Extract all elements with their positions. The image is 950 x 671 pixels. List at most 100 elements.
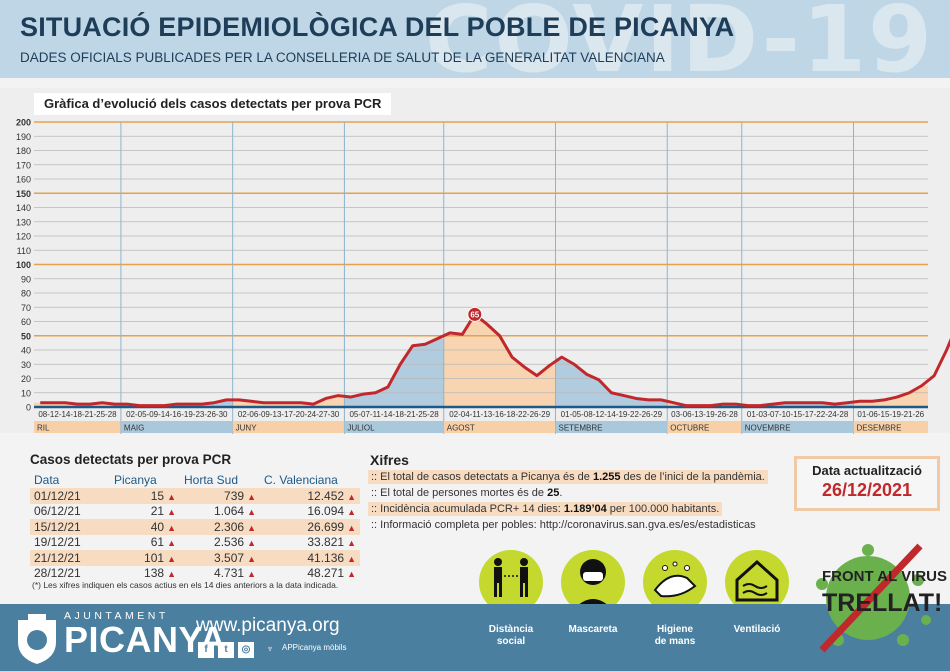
header-banner: [0, 0, 950, 78]
month-label: NOVEMBRE: [745, 424, 791, 433]
campaign-line-1: FRONT AL VIRUS: [822, 568, 948, 585]
table-row: 06/12/21 21 ▲ 1.064 ▲ 16.094 ▲: [30, 504, 360, 520]
ventilation-icon: [725, 550, 789, 614]
update-date: 26/12/2021: [821, 480, 913, 500]
update-label: Data actualització: [812, 463, 922, 478]
cell-date: 01/12/21: [30, 488, 110, 504]
update-date-box: Data actualització 26/12/2021: [794, 456, 940, 511]
chart-title: Gràfica d’evolució dels casos detectats …: [34, 93, 392, 115]
up-arrow-icon: ▲: [347, 507, 356, 518]
peak-label: 65: [470, 310, 479, 319]
website-link[interactable]: www.picanya.org: [196, 615, 340, 636]
up-arrow-icon: ▲: [347, 491, 356, 502]
cell-cv: 26.699 ▲: [260, 519, 360, 535]
up-arrow-icon: ▲: [247, 569, 256, 580]
xifres-total-cases: :: El total de casos detectats a Picanya…: [368, 470, 768, 484]
month-label: RIL: [37, 424, 50, 433]
date-tick-label: 08-12-14-18-21-25-28: [38, 410, 117, 419]
col-header-cv: C. Valenciana: [264, 473, 338, 487]
cell-cv: 48.271 ▲: [307, 566, 356, 581]
instagram-icon[interactable]: ◎: [238, 642, 254, 658]
y-tick-label: 130: [16, 217, 31, 227]
month-band: [667, 421, 742, 433]
up-arrow-icon: ▲: [167, 507, 176, 518]
y-tick-label: 30: [21, 360, 31, 370]
distance-icon: [479, 550, 543, 614]
month-band: [443, 421, 556, 433]
facebook-icon[interactable]: f: [198, 642, 214, 658]
table-footnote: (*) Les xifres indiquen els casos actius…: [32, 580, 339, 590]
cell-date: 21/12/21: [30, 550, 110, 566]
month-band: [34, 421, 121, 433]
month-band: [344, 421, 444, 433]
cell-picanya: 61 ▲: [150, 535, 176, 550]
month-label: JUNY: [236, 424, 258, 433]
cases-table: Data Picanya Horta Sud C. Valenciana 01/…: [30, 472, 360, 581]
y-tick-label: 180: [16, 146, 31, 156]
y-tick-label: 50: [21, 331, 31, 341]
cell-horta: 2.536 ▲: [214, 535, 256, 550]
y-tick-label: 40: [21, 346, 31, 356]
measure-label-distance: Distància social: [488, 624, 534, 647]
measure-label-mask: Mascareta: [568, 624, 618, 635]
date-tick-label: 01-06-15-19-21-26: [857, 410, 924, 419]
table-row: 21/12/21 101 ▲ 3.507 ▲ 41.136 ▲: [30, 550, 360, 566]
up-arrow-icon: ▲: [247, 553, 256, 564]
y-tick-label: 120: [16, 232, 31, 242]
month-area-fill: [555, 357, 668, 407]
app-icon[interactable]: ♆: [266, 644, 274, 655]
cell-cv: 33.821 ▲: [307, 535, 356, 550]
up-arrow-icon: ▲: [167, 553, 176, 564]
date-tick-label: 02-04-11-13-16-18-22-26-29: [449, 410, 550, 419]
y-tick-label: 70: [21, 303, 31, 313]
y-tick-label: 20: [21, 374, 31, 384]
date-tick-label: 02-06-09-13-17-20-24-27-30: [238, 410, 340, 419]
town-crest-icon: [18, 614, 56, 664]
cases-series-line: [40, 312, 950, 408]
cell-horta: 2.306 ▲: [180, 519, 260, 535]
month-band: [555, 421, 668, 433]
handwash-icon: [643, 550, 707, 614]
app-label[interactable]: APPicanya mòbils: [282, 643, 347, 652]
table-row: 19/12/21 61 ▲ 2.536 ▲ 33.821 ▲: [30, 535, 360, 551]
xifres-title: Xifres: [370, 452, 409, 468]
cell-cv: 12.452 ▲: [260, 488, 360, 504]
up-arrow-icon: ▲: [347, 522, 356, 533]
cases-area-chart: 0 10 20 30 40 50 60 70 80 90 100 110 120 130 140 150 160…: [16, 118, 950, 434]
y-tick-label: 110: [17, 246, 31, 256]
up-arrow-icon: ▲: [167, 569, 176, 580]
up-arrow-icon: ▲: [167, 522, 176, 533]
up-arrow-icon: ▲: [247, 538, 256, 549]
month-label: DESEMBRE: [857, 424, 902, 433]
date-tick-label: 03-06-13-19-26-28: [671, 410, 738, 419]
y-tick-label: 80: [21, 289, 31, 299]
table-title: Casos detectats per prova PCR: [30, 452, 232, 467]
cell-picanya: 101 ▲: [110, 550, 180, 566]
y-tick-label: 10: [21, 388, 31, 398]
measure-label-ventilation: Ventilació: [733, 624, 781, 635]
cell-date: 15/12/21: [30, 519, 110, 535]
cell-picanya: 15 ▲: [110, 488, 180, 504]
up-arrow-icon: ▲: [347, 553, 356, 564]
cell-horta: 739 ▲: [180, 488, 260, 504]
month-label: JULIOL: [347, 424, 375, 433]
table-row: 28/12/21 138 ▲ 4.731 ▲ 48.271 ▲: [30, 566, 360, 582]
date-tick-label: 01-05-08-12-14-19-22-26-29: [561, 410, 663, 419]
date-tick-label: 05-07-11-14-18-21-25-28: [349, 410, 439, 419]
y-tick-label: 100: [16, 260, 31, 270]
up-arrow-icon: ▲: [247, 507, 256, 518]
y-tick-label: 170: [16, 160, 31, 170]
y-tick-label: 200: [16, 118, 31, 128]
y-tick-label: 90: [21, 274, 31, 284]
month-label: AGOST: [447, 424, 475, 433]
y-tick-label: 190: [16, 132, 31, 142]
col-header-date: Data: [34, 473, 60, 487]
month-label: MAIG: [124, 424, 144, 433]
y-tick-label: 160: [16, 175, 31, 185]
xifres-info-link[interactable]: :: Informació completa per pobles: http:…: [371, 519, 756, 531]
month-area-fill: [443, 314, 556, 407]
date-tick-label: 01-03-07-10-15-17-22-24-28: [747, 410, 849, 419]
cell-date: 19/12/21: [34, 535, 81, 550]
month-band: [741, 421, 854, 433]
twitter-icon[interactable]: t: [218, 642, 234, 658]
